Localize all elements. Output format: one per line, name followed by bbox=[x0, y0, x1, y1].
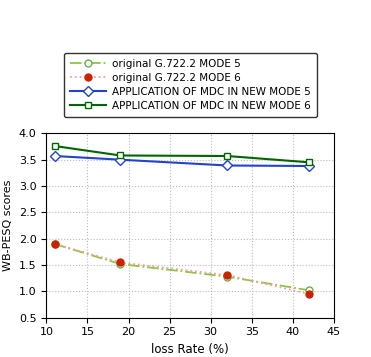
original G.722.2 MODE 5 bbox=[225, 275, 229, 279]
APPLICATION OF MDC IN NEW MODE 5 bbox=[52, 154, 57, 158]
Line: original G.722.2 MODE 5: original G.722.2 MODE 5 bbox=[51, 241, 313, 294]
original G.722.2 MODE 5 bbox=[307, 288, 312, 292]
APPLICATION OF MDC IN NEW MODE 6 bbox=[118, 154, 122, 158]
original G.722.2 MODE 5 bbox=[52, 242, 57, 246]
APPLICATION OF MDC IN NEW MODE 5 bbox=[307, 164, 312, 168]
original G.722.2 MODE 6 bbox=[118, 260, 122, 265]
Line: original G.722.2 MODE 6: original G.722.2 MODE 6 bbox=[51, 241, 313, 297]
original G.722.2 MODE 6 bbox=[225, 273, 229, 277]
APPLICATION OF MDC IN NEW MODE 5 bbox=[225, 164, 229, 168]
Y-axis label: WB-PESQ scores: WB-PESQ scores bbox=[3, 180, 13, 271]
APPLICATION OF MDC IN NEW MODE 6 bbox=[52, 144, 57, 148]
original G.722.2 MODE 6 bbox=[307, 292, 312, 296]
original G.722.2 MODE 5 bbox=[118, 262, 122, 266]
original G.722.2 MODE 6 bbox=[52, 242, 57, 246]
APPLICATION OF MDC IN NEW MODE 6 bbox=[225, 154, 229, 158]
Line: APPLICATION OF MDC IN NEW MODE 6: APPLICATION OF MDC IN NEW MODE 6 bbox=[51, 142, 313, 166]
APPLICATION OF MDC IN NEW MODE 5 bbox=[118, 157, 122, 162]
X-axis label: loss Rate (%): loss Rate (%) bbox=[151, 343, 229, 356]
APPLICATION OF MDC IN NEW MODE 6 bbox=[307, 160, 312, 165]
Line: APPLICATION OF MDC IN NEW MODE 5: APPLICATION OF MDC IN NEW MODE 5 bbox=[51, 152, 313, 170]
Legend: original G.722.2 MODE 5, original G.722.2 MODE 6, APPLICATION OF MDC IN NEW MODE: original G.722.2 MODE 5, original G.722.… bbox=[64, 52, 316, 117]
